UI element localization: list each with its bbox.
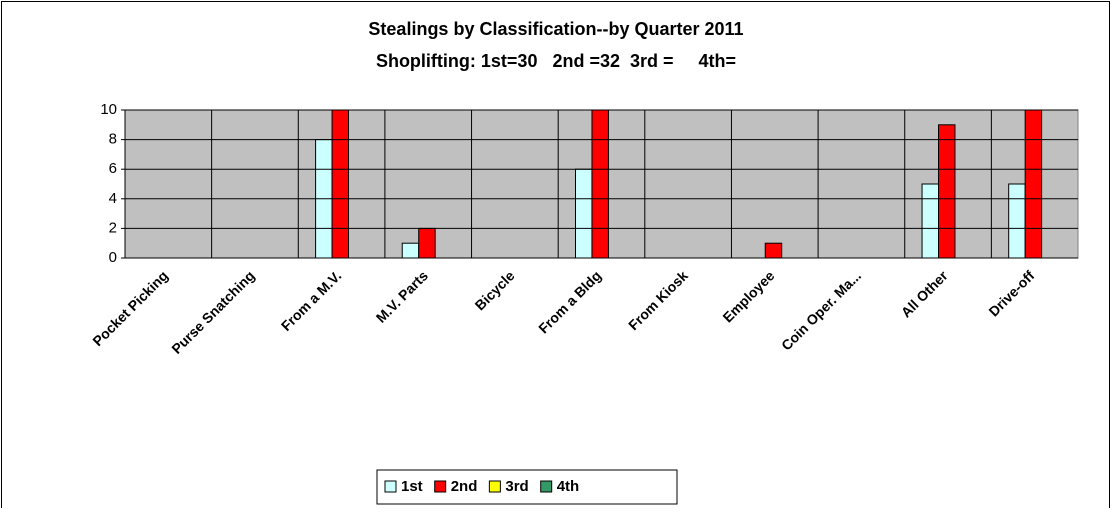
bar bbox=[418, 227, 436, 259]
bar bbox=[331, 110, 350, 259]
y-tick-label: 10 bbox=[100, 101, 117, 118]
bar bbox=[1008, 183, 1026, 259]
x-tick-label: Purse Snatching bbox=[168, 267, 257, 356]
chart-title: Stealings by Classification--by Quarter … bbox=[368, 19, 743, 39]
bar bbox=[921, 183, 940, 259]
x-tick-label: Employee bbox=[719, 267, 777, 325]
legend-label: 2nd bbox=[451, 478, 478, 495]
x-tick-label: Drive-off bbox=[985, 267, 1037, 319]
y-tick-label: 4 bbox=[109, 190, 117, 207]
x-tick-label: M.V. Parts bbox=[373, 267, 431, 325]
legend-label: 4th bbox=[557, 478, 580, 495]
bar bbox=[401, 242, 420, 259]
legend-swatch bbox=[434, 480, 447, 493]
x-tick-label: All Other bbox=[898, 267, 952, 321]
bar bbox=[591, 110, 609, 259]
x-tick-label: Bicycle bbox=[472, 267, 518, 313]
legend-swatch bbox=[488, 480, 501, 493]
x-tick-label: From Kiosk bbox=[625, 267, 691, 333]
legend-swatch bbox=[540, 480, 553, 493]
x-tick-label: Coin Oper. Ma... bbox=[778, 267, 864, 353]
legend-label: 3rd bbox=[505, 478, 528, 495]
y-tick-label: 2 bbox=[109, 219, 117, 236]
legend-swatch bbox=[384, 480, 397, 493]
bar bbox=[575, 168, 593, 259]
y-tick-label: 6 bbox=[109, 160, 117, 177]
x-tick-label: From a Bldg bbox=[535, 267, 604, 336]
bar bbox=[764, 242, 783, 259]
legend bbox=[376, 469, 678, 505]
chart-subtitle: Shoplifting: 1st=30 2nd =32 3rd = 4th= bbox=[376, 51, 736, 71]
y-tick-label: 8 bbox=[109, 131, 117, 148]
bar bbox=[938, 124, 956, 259]
x-tick-label: Pocket Picking bbox=[89, 267, 171, 349]
bar bbox=[1024, 110, 1043, 259]
legend-label: 1st bbox=[401, 478, 423, 495]
x-tick-label: From a M.V. bbox=[278, 267, 345, 334]
y-tick-label: 0 bbox=[109, 249, 117, 266]
